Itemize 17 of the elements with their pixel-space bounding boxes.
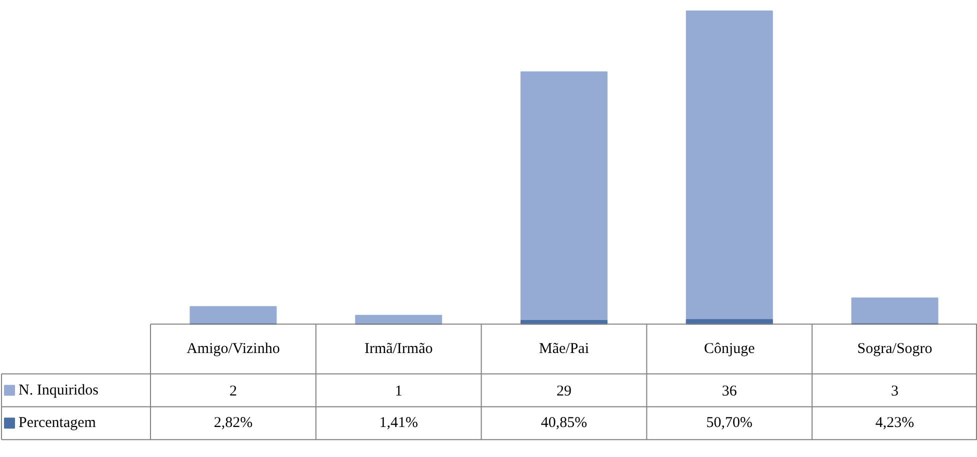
data-label: 1,41%: [379, 415, 418, 432]
data-label: 1: [394, 383, 402, 400]
x-tick-label: Irmã/Irmão: [364, 340, 433, 357]
data-label: 36: [722, 383, 738, 400]
x-tick-label: Cônjuge: [704, 340, 756, 357]
x-tick-label: Amigo/Vizinho: [186, 340, 280, 357]
data-label: 2: [229, 383, 237, 400]
data-label: 29: [556, 383, 572, 400]
data-label: 4,23%: [875, 415, 914, 432]
data-label: 50,70%: [706, 415, 753, 432]
legend-label: N. Inquiridos: [18, 382, 99, 398]
x-tick-label: Mãe/Pai: [539, 340, 590, 357]
legend-label: Percentagem: [18, 415, 96, 432]
data-label: 40,85%: [540, 415, 588, 432]
data-label: 2,82%: [214, 415, 253, 432]
x-tick-label: Sogra/Sogro: [857, 340, 932, 357]
data-label: 3: [891, 383, 899, 400]
